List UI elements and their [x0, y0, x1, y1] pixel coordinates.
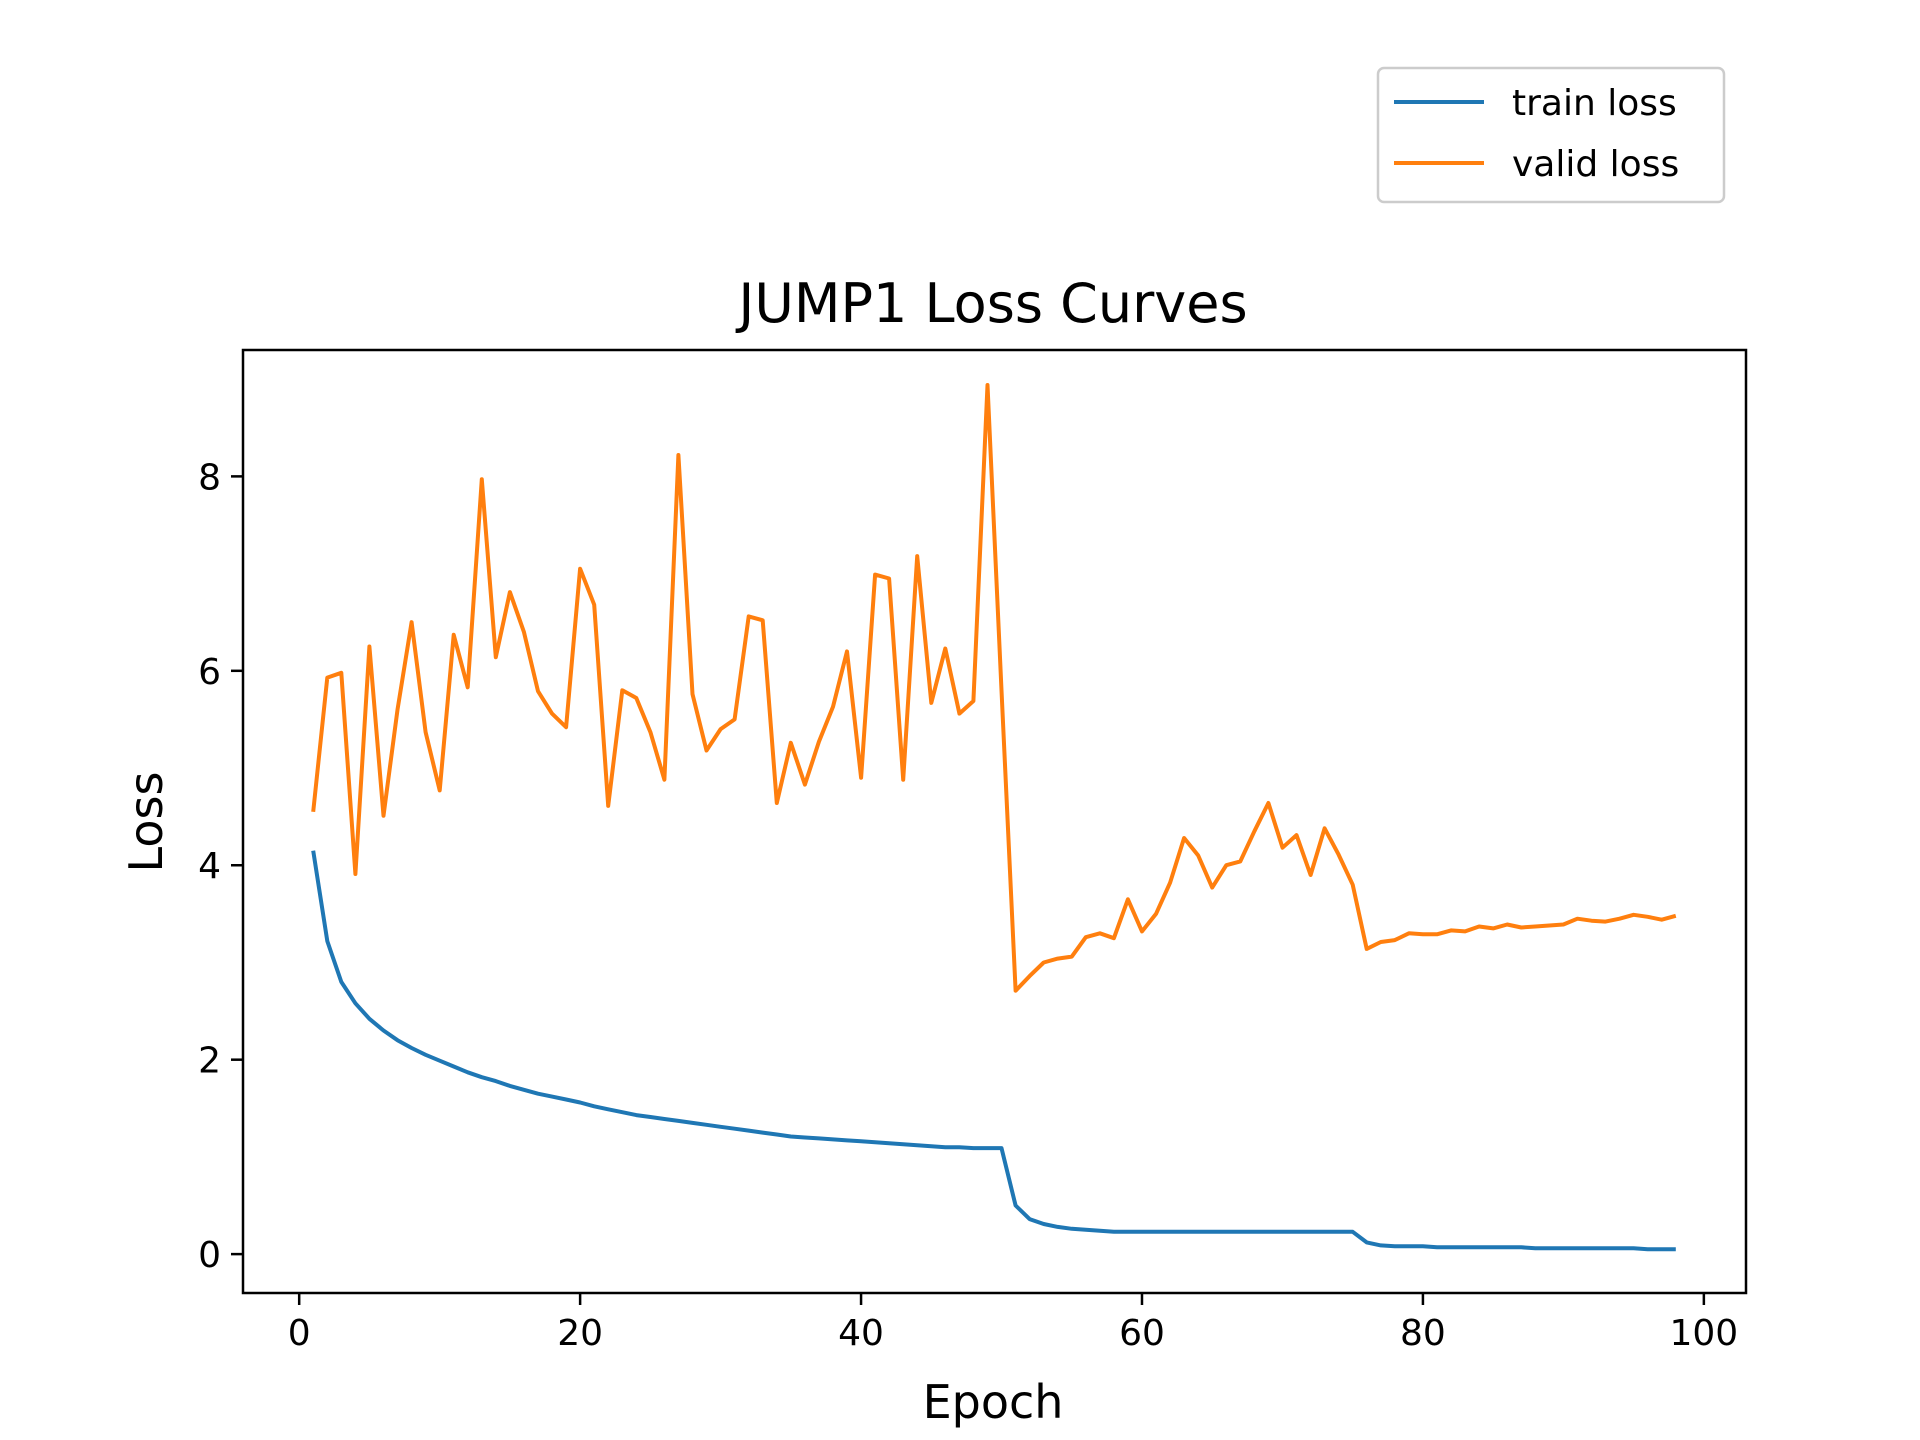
- x-axis: 0 20 40 60 80 100: [288, 1293, 1738, 1354]
- valid-loss-line: [311, 383, 1677, 993]
- legend: train loss valid loss: [1376, 66, 1726, 204]
- series-layer: [311, 383, 1677, 1252]
- y-tick-label: 2: [198, 1041, 221, 1082]
- x-tick-label: 40: [838, 1313, 884, 1354]
- plot-frame: [241, 348, 1748, 1295]
- y-tick-label: 4: [198, 846, 221, 887]
- y-axis: 0 2 4 6 8: [198, 457, 243, 1276]
- plot-area: [241, 348, 1748, 1295]
- y-tick-label: 6: [198, 652, 221, 693]
- y-axis-label: Loss: [119, 772, 173, 873]
- chart-title: JUMP1 Loss Curves: [735, 272, 1247, 335]
- x-tick-label: 100: [1670, 1313, 1739, 1354]
- train-loss-line: [311, 850, 1676, 1252]
- legend-label-train: train loss: [1512, 83, 1677, 124]
- x-axis-label: Epoch: [923, 1375, 1064, 1429]
- x-tick-label: 0: [288, 1313, 311, 1354]
- x-tick-label: 20: [557, 1313, 603, 1354]
- x-tick-label: 80: [1400, 1313, 1446, 1354]
- legend-label-valid: valid loss: [1512, 144, 1679, 185]
- x-tick-label: 60: [1119, 1313, 1165, 1354]
- y-tick-label: 0: [198, 1235, 221, 1276]
- y-tick-label: 8: [198, 457, 221, 498]
